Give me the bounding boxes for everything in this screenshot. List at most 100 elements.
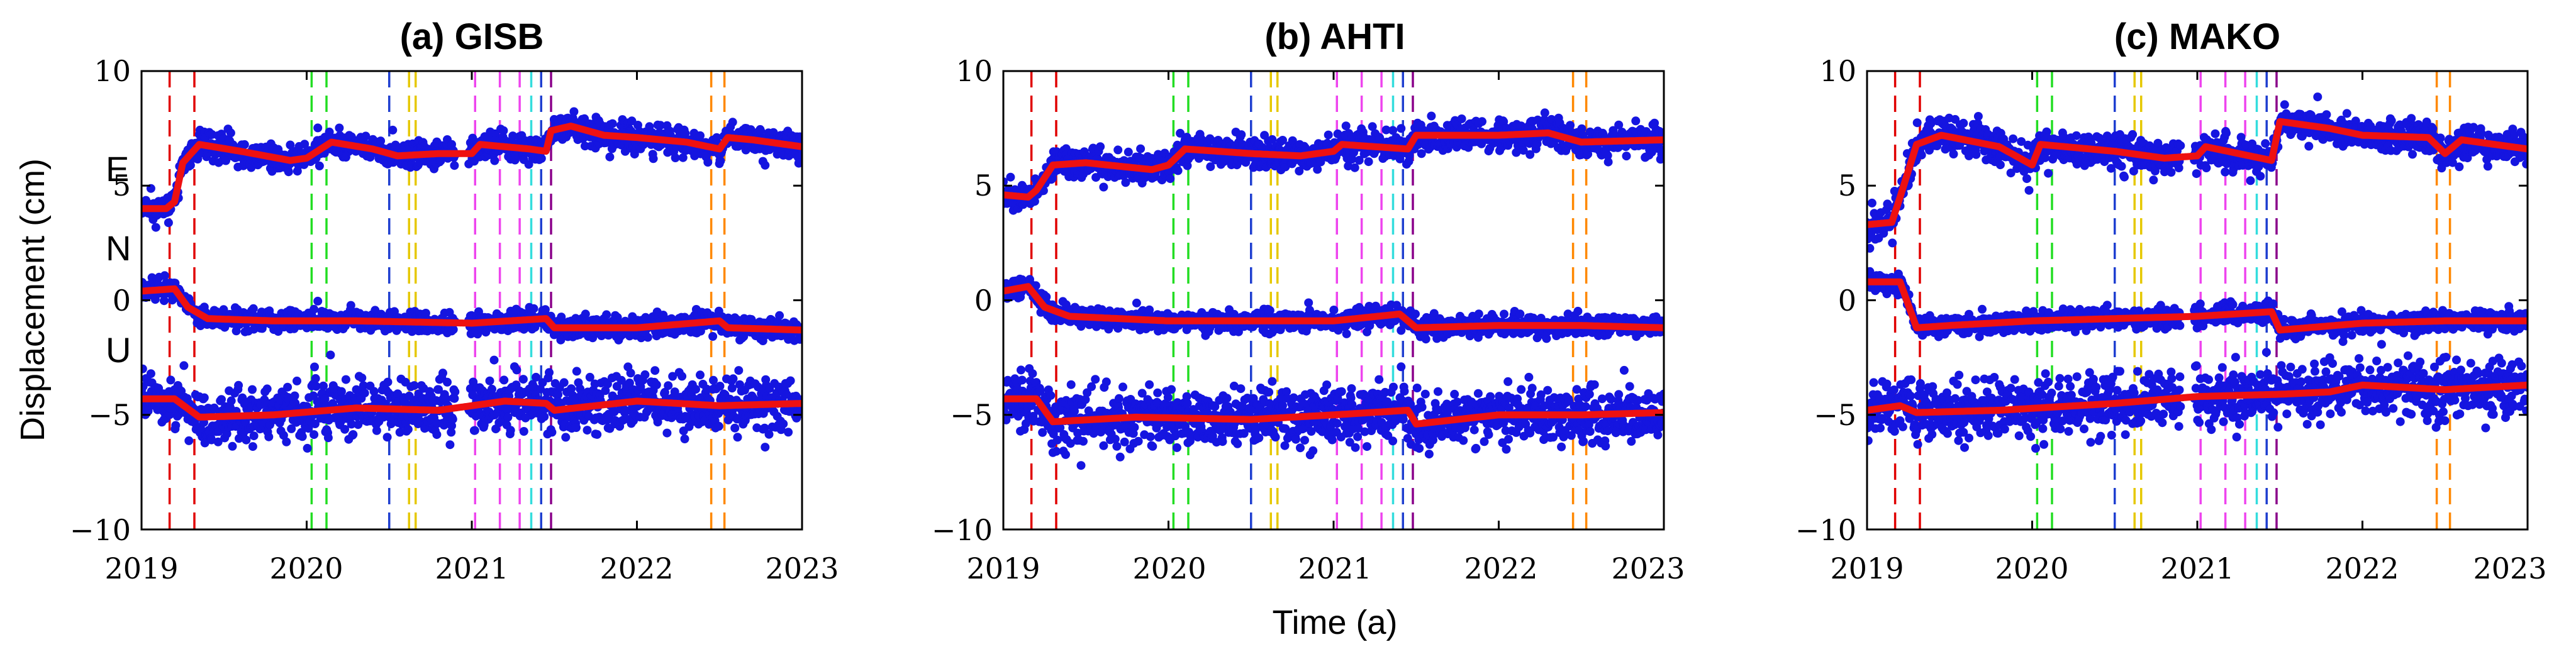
data-point xyxy=(240,140,249,149)
data-point xyxy=(529,304,538,313)
x-tick-label: 2022 xyxy=(599,551,673,585)
data-point xyxy=(315,161,324,170)
data-point xyxy=(1388,126,1398,135)
data-point xyxy=(519,427,528,436)
data-point xyxy=(1288,136,1297,145)
data-point xyxy=(1519,146,1528,155)
data-point xyxy=(357,374,367,382)
data-point xyxy=(1113,145,1123,155)
data-point xyxy=(347,419,356,429)
data-point xyxy=(709,375,718,385)
series-e xyxy=(142,107,802,232)
data-point xyxy=(310,362,319,372)
data-point xyxy=(310,419,320,428)
data-point xyxy=(228,441,237,451)
data-point xyxy=(207,435,216,445)
x-tick-label: 2023 xyxy=(765,551,839,585)
data-point xyxy=(354,420,363,429)
data-point xyxy=(248,385,257,394)
data-point xyxy=(643,333,652,342)
data-point xyxy=(1395,154,1405,163)
data-point xyxy=(670,387,679,397)
data-point xyxy=(434,385,443,394)
data-point xyxy=(761,160,770,170)
data-point xyxy=(518,375,528,384)
data-point xyxy=(488,384,496,394)
data-point xyxy=(572,423,581,432)
data-point xyxy=(662,428,672,438)
data-point xyxy=(319,381,328,390)
data-point xyxy=(708,332,718,341)
y-tick-label: 0 xyxy=(113,284,131,318)
data-point xyxy=(313,123,323,133)
panel-title: (a) GISB xyxy=(400,16,544,57)
data-point xyxy=(747,316,757,326)
data-point xyxy=(449,325,458,334)
data-point xyxy=(696,370,705,380)
data-point xyxy=(234,380,243,390)
data-point xyxy=(1577,124,1586,133)
data-point xyxy=(432,430,442,440)
data-point xyxy=(348,430,358,439)
data-point xyxy=(242,435,251,445)
data-point xyxy=(540,412,549,421)
data-point xyxy=(1631,116,1641,126)
data-point xyxy=(626,368,635,378)
data-point xyxy=(1206,162,1215,172)
data-point xyxy=(447,421,456,431)
data-point xyxy=(691,385,700,394)
data-point xyxy=(287,424,296,433)
data-point xyxy=(1347,155,1357,164)
y-tick-label: −10 xyxy=(70,513,131,547)
plot-area xyxy=(1002,70,1665,531)
data-point xyxy=(1427,111,1436,121)
data-point xyxy=(372,426,381,435)
data-point xyxy=(678,153,688,162)
data-point xyxy=(1166,174,1175,184)
plot-area xyxy=(140,70,803,531)
model-line xyxy=(1003,129,1664,201)
data-point xyxy=(764,429,774,439)
data-point xyxy=(1525,150,1535,159)
data-point xyxy=(1096,142,1105,152)
data-point xyxy=(448,414,457,424)
data-point xyxy=(728,374,738,384)
data-point xyxy=(164,218,173,228)
data-point xyxy=(219,305,228,314)
data-point xyxy=(365,153,375,162)
data-point xyxy=(450,161,459,170)
data-point xyxy=(293,376,301,385)
data-point xyxy=(728,118,737,127)
data-point xyxy=(1603,151,1612,160)
data-point xyxy=(1344,162,1353,171)
data-point xyxy=(388,125,398,135)
data-point xyxy=(249,431,259,441)
data-point xyxy=(1457,114,1466,123)
data-point xyxy=(290,391,299,401)
data-point xyxy=(1603,157,1613,167)
data-point xyxy=(323,433,333,443)
data-point xyxy=(1614,120,1624,130)
data-point xyxy=(1324,130,1333,140)
data-point xyxy=(499,375,509,385)
data-point xyxy=(470,426,479,435)
data-point xyxy=(608,119,617,128)
data-point xyxy=(503,405,512,414)
data-point xyxy=(653,418,662,427)
y-tick-label: 5 xyxy=(113,169,131,202)
data-point xyxy=(650,366,660,375)
data-point xyxy=(485,376,494,385)
data-point xyxy=(298,432,307,441)
data-point xyxy=(506,426,515,435)
data-point xyxy=(303,443,312,453)
data-point xyxy=(532,372,540,382)
data-point xyxy=(309,430,319,440)
data-point xyxy=(730,423,740,433)
data-point xyxy=(410,381,419,390)
data-point xyxy=(282,437,291,446)
data-point xyxy=(775,311,784,320)
data-point xyxy=(382,433,392,442)
data-point xyxy=(1140,173,1150,182)
data-point xyxy=(199,393,209,402)
